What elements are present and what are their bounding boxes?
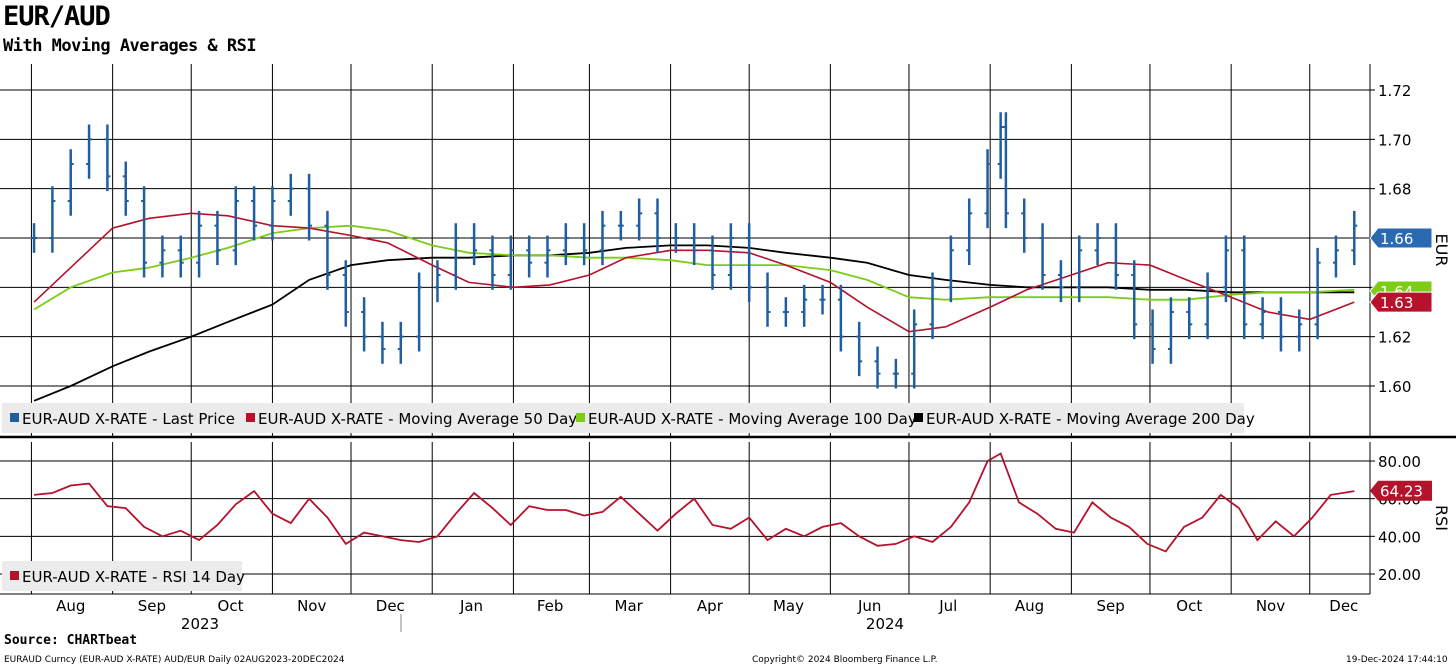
rsi-tick-label: 80.00 bbox=[1378, 453, 1421, 471]
price-tick-label: 1.62 bbox=[1378, 329, 1411, 347]
x-tick-label: Dec bbox=[1329, 597, 1358, 615]
x-tick-label: Dec bbox=[376, 597, 405, 615]
price-tick-label: 1.72 bbox=[1378, 82, 1411, 100]
footer-right: 19-Dec-2024 17:44:10 bbox=[1346, 655, 1448, 665]
x-tick-label: Feb bbox=[537, 597, 564, 615]
price-value-text: 1.63 bbox=[1380, 294, 1413, 312]
legend-swatch bbox=[914, 413, 923, 422]
legend-entry: EUR-AUD X-RATE - Last Price bbox=[22, 410, 235, 428]
legend-swatch bbox=[246, 413, 255, 422]
chart-title: EUR/AUD bbox=[3, 1, 111, 32]
legend-swatch bbox=[10, 571, 19, 580]
footer-left: EURAUD Curncy (EUR-AUD X-RATE) AUD/EUR D… bbox=[4, 655, 345, 665]
price-legend: EUR-AUD X-RATE - Last Price EUR-AUD X-RAT… bbox=[2, 403, 1255, 433]
rsi-value-tag bbox=[1370, 480, 1432, 501]
price-value-tag bbox=[1369, 227, 1433, 249]
chart-subtitle: With Moving Averages & RSI bbox=[3, 36, 257, 56]
legend-entry: EUR-AUD X-RATE - Moving Average 100 Day bbox=[588, 410, 917, 428]
price-tick-label: 1.60 bbox=[1378, 378, 1411, 396]
price-value-text: 1.66 bbox=[1380, 230, 1413, 248]
x-tick-label: Oct bbox=[218, 597, 244, 615]
ma100-line bbox=[33, 224, 1355, 311]
x-tick-label: Aug bbox=[1015, 597, 1044, 615]
rsi-tick-label: 20.00 bbox=[1378, 566, 1421, 584]
x-tick-label: Mar bbox=[615, 597, 644, 615]
ma200-line bbox=[33, 244, 1355, 402]
x-tick-label: Apr bbox=[697, 597, 724, 615]
x-tick-label: Jan bbox=[459, 597, 483, 615]
x-tick-label: Aug bbox=[56, 597, 85, 615]
x-tick-label: Jun bbox=[857, 597, 881, 615]
x-tick-label: Jul bbox=[938, 597, 957, 615]
price-tick-label: 1.70 bbox=[1378, 131, 1411, 149]
price-value-label: 1.66 bbox=[1369, 227, 1433, 249]
year-label: 2023 bbox=[181, 615, 219, 633]
price-value-label: 1.63 bbox=[1369, 291, 1433, 313]
legend-entry: EUR-AUD X-RATE - Moving Average 200 Day bbox=[926, 410, 1255, 428]
x-tick-label: Oct bbox=[1176, 597, 1202, 615]
x-tick-label: Sep bbox=[1097, 597, 1125, 615]
legend-entry: EUR-AUD X-RATE - RSI 14 Day bbox=[22, 568, 245, 586]
x-tick-label: Nov bbox=[297, 597, 326, 615]
year-label: 2024 bbox=[866, 615, 904, 633]
rsi-legend: EUR-AUD X-RATE - RSI 14 Day bbox=[2, 561, 245, 591]
x-tick-label: Nov bbox=[1256, 597, 1285, 615]
x-tick-label: May bbox=[773, 597, 804, 615]
rsi-value-label: 64.23 bbox=[1370, 480, 1432, 501]
price-legend-bg bbox=[2, 403, 1244, 433]
price-tick-label: 1.68 bbox=[1378, 181, 1411, 199]
rsi-value-text: 64.23 bbox=[1380, 483, 1423, 501]
legend-entry: EUR-AUD X-RATE - Moving Average 50 Day bbox=[258, 410, 577, 428]
ma50-line bbox=[33, 212, 1355, 333]
rsi-tick-label: 40.00 bbox=[1378, 528, 1421, 546]
rsi-legend-bg bbox=[2, 561, 242, 591]
legend-swatch bbox=[10, 413, 19, 422]
price-value-tag bbox=[1369, 291, 1433, 313]
rsi-axis-title: RSI bbox=[1432, 505, 1451, 531]
legend-swatch bbox=[576, 413, 585, 422]
rsi-line bbox=[34, 452, 1355, 553]
x-tick-label: Sep bbox=[138, 597, 166, 615]
price-axis-title: EUR bbox=[1432, 234, 1451, 267]
source-note: Source: CHARTbeat bbox=[4, 633, 138, 648]
footer-center: Copyright© 2024 Bloomberg Finance L.P. bbox=[752, 655, 938, 665]
